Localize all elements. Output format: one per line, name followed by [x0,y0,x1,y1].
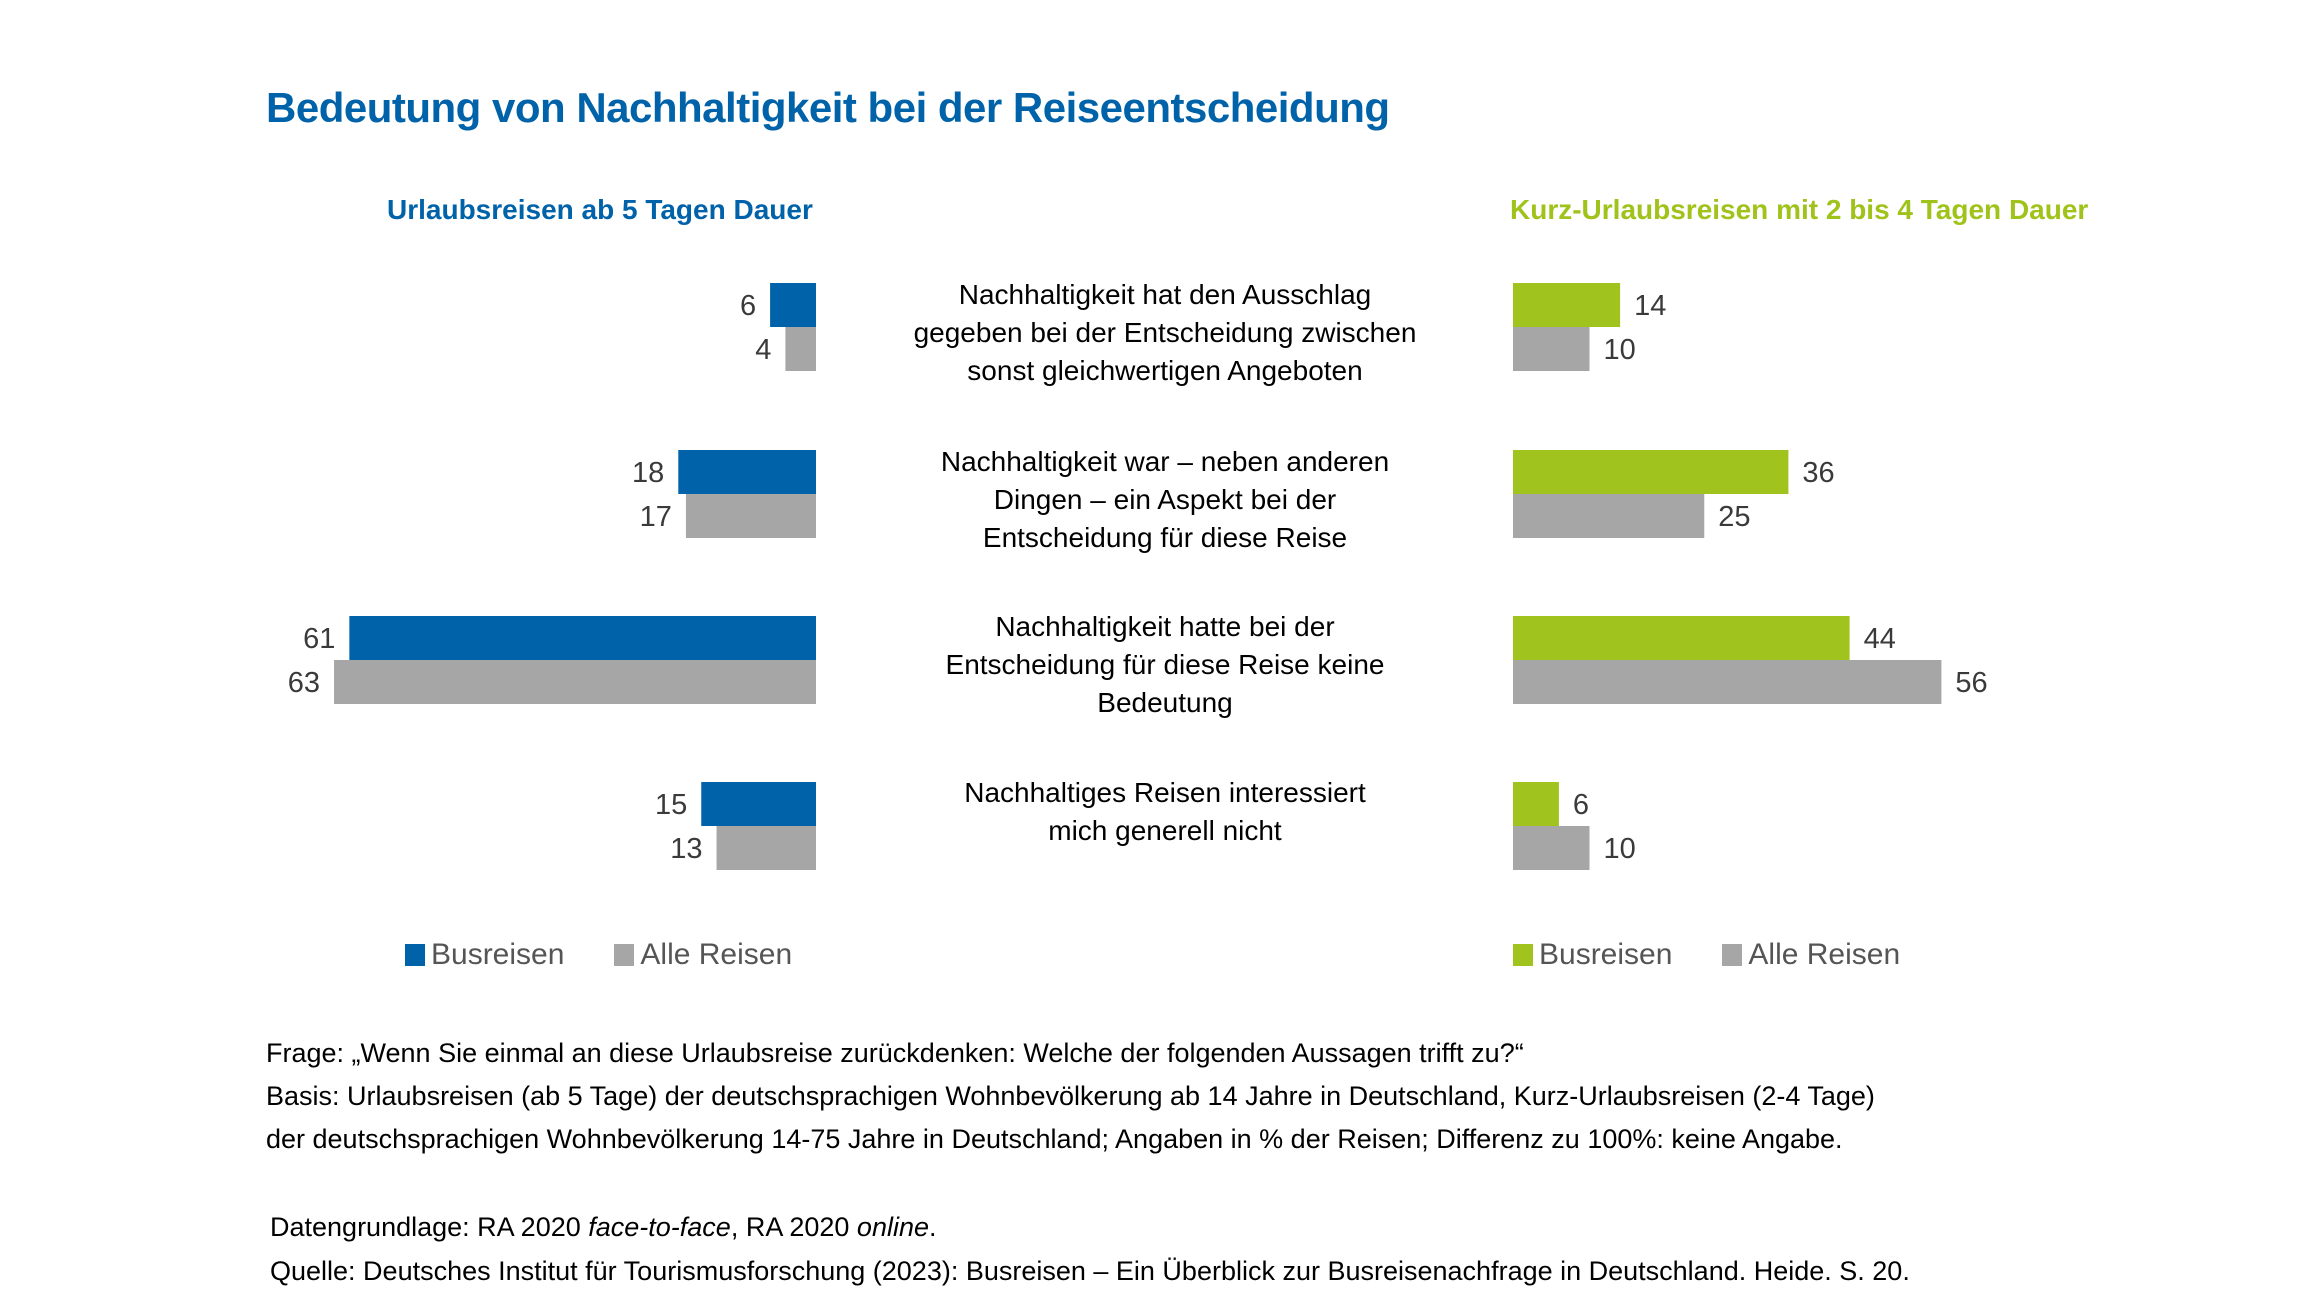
legend-label: Busreisen [431,938,565,971]
right-bar-alle-reisen-2 [1513,494,1705,538]
datengrundlage-mid: , RA 2020 [730,1212,857,1242]
left-chart-bars: 6 18 61 15 4 17 63 13 [288,283,816,870]
left-data-label-busreisen-4: 15 [655,789,687,821]
left-data-label-alle-reisen-1: 4 [755,334,771,366]
datengrundlage-suffix: . [928,1212,937,1242]
left-chart-subtitle: Urlaubsreisen ab 5 Tagen Dauer [387,194,813,225]
right-data-label-busreisen-1: 14 [1634,290,1666,322]
right-data-label-alle-reisen-1: 10 [1604,334,1636,366]
left-data-label-alle-reisen-2: 17 [640,501,672,533]
legend-item-alle-reisen: Alle Reisen [614,938,792,972]
datengrundlage-prefix: Datengrundlage: RA 2020 [270,1212,589,1242]
category-label-line: Nachhaltigkeit hat den Ausschlag [958,279,1372,310]
category-label-1: Nachhaltigkeit hat den Ausschlag gegeben … [870,276,1460,390]
left-bar-alle-reisen-4 [716,826,816,870]
right-bar-busreisen-3 [1513,616,1850,660]
category-label-2: Nachhaltigkeit war – neben anderen Dingen… [870,443,1460,557]
left-data-label-alle-reisen-4: 13 [670,833,702,865]
legend-item-alle-reisen: Alle Reisen [1722,938,1900,972]
category-label-4: Nachhaltiges Reisen interessiert mich gen… [870,774,1460,850]
legend-item-busreisen: Busreisen [405,938,564,972]
right-data-label-alle-reisen-3: 56 [1955,667,1987,699]
category-label-line: mich generell nicht [1048,815,1282,846]
legend-label: Alle Reisen [1748,938,1901,971]
category-label-line: sonst gleichwertigen Angeboten [967,355,1363,386]
right-data-label-alle-reisen-4: 10 [1604,833,1636,865]
category-label-line: Nachhaltigkeit war – neben anderen [940,446,1390,477]
right-bar-busreisen-4 [1513,782,1559,826]
right-chart-bars: 14 36 44 6 10 25 56 10 [1513,283,1988,870]
left-bar-alle-reisen-3 [334,660,816,704]
left-data-label-busreisen-3: 61 [303,623,335,655]
left-bar-busreisen-2 [678,450,816,494]
quelle-text: Quelle: Deutsches Institut für Tourismus… [270,1256,1910,1286]
datengrundlage-text: Datengrundlage: RA 2020 face-to-face, RA… [270,1205,1910,1249]
left-data-label-alle-reisen-3: 63 [288,667,320,699]
legend-swatch-grey [1722,944,1743,966]
left-bar-busreisen-3 [349,616,816,660]
basis-text-line-1: Basis: Urlaubsreisen (ab 5 Tage) der deu… [266,1081,1875,1111]
legend-item-busreisen: Busreisen [1513,938,1672,972]
category-label-line: Nachhaltiges Reisen interessiert [964,777,1366,808]
chart-title: Bedeutung von Nachhaltigkeit bei der Rei… [266,84,1390,131]
category-label-line: gegeben bei der Entscheidung zwischen [913,317,1417,348]
category-label-line: Nachhaltigkeit hatte bei der [995,611,1335,642]
right-bar-busreisen-1 [1513,283,1621,327]
legend-swatch-blue [405,944,425,966]
right-bar-alle-reisen-3 [1513,660,1942,704]
legend-label: Busreisen [1539,938,1673,971]
right-chart-subtitle: Kurz-Urlaubsreisen mit 2 bis 4 Tagen Dau… [1510,194,2089,225]
legend-label: Alle Reisen [640,938,793,971]
question-note: Frage: „Wenn Sie einmal an diese Urlaubs… [266,1032,1875,1161]
right-bar-alle-reisen-4 [1513,826,1590,870]
frage-text: Frage: „Wenn Sie einmal an diese Urlaubs… [266,1038,1524,1068]
right-data-label-alle-reisen-2: 25 [1718,501,1750,533]
left-bar-busreisen-1 [770,283,816,327]
category-label-line: Entscheidung für diese Reise keine [945,649,1385,680]
right-data-label-busreisen-3: 44 [1864,623,1896,655]
source-note: Datengrundlage: RA 2020 face-to-face, RA… [270,1205,1910,1293]
category-label-line: Dingen – ein Aspekt bei der [993,484,1337,515]
right-bar-alle-reisen-1 [1513,327,1590,371]
legend-swatch-green [1513,944,1533,966]
legend-swatch-grey [614,944,635,966]
basis-text-line-2: der deutschsprachigen Wohnbevölkerung 14… [266,1124,1843,1154]
category-label-line: Entscheidung für diese Reise [982,522,1348,553]
right-data-label-busreisen-2: 36 [1802,457,1834,489]
left-data-label-busreisen-2: 18 [632,457,664,489]
right-data-label-busreisen-4: 6 [1573,789,1589,821]
legend-left: Busreisen Alle Reisen [405,938,842,972]
datengrundlage-italic-2: online [856,1212,929,1242]
legend-right: Busreisen Alle Reisen [1513,938,1950,972]
left-bar-alle-reisen-1 [785,327,816,371]
left-bar-alle-reisen-2 [685,494,816,538]
left-bar-busreisen-4 [701,782,816,826]
left-data-label-busreisen-1: 6 [740,290,756,322]
right-bar-busreisen-2 [1513,450,1789,494]
category-label-3: Nachhaltigkeit hatte bei der Entscheidung… [870,608,1460,722]
datengrundlage-italic-1: face-to-face [588,1212,731,1242]
category-label-line: Bedeutung [1097,687,1233,718]
